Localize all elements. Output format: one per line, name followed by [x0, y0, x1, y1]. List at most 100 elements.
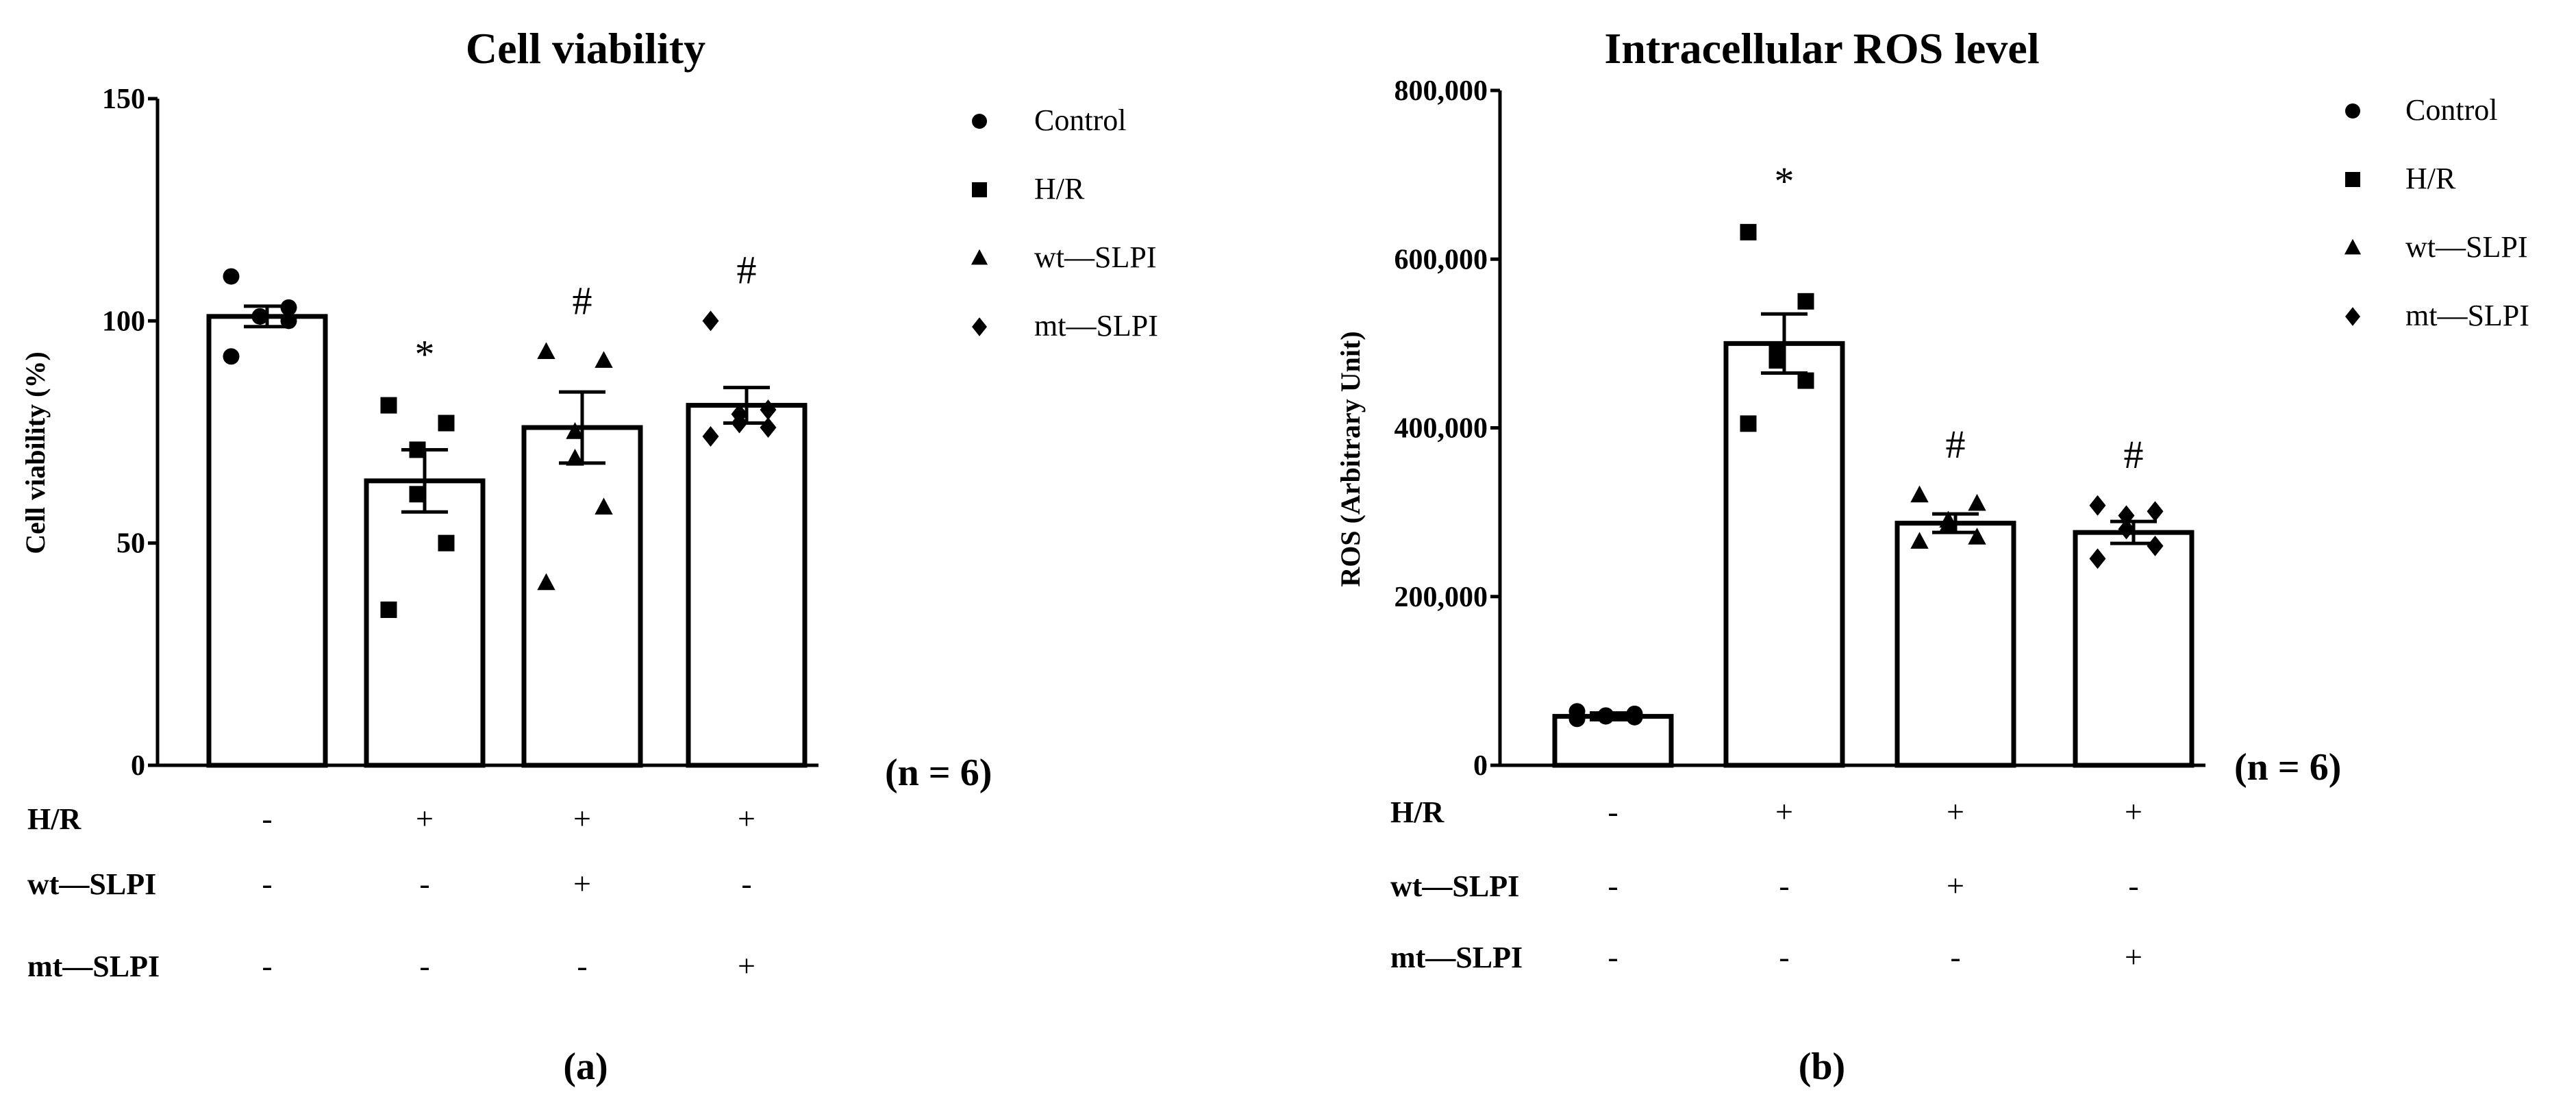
data-point	[731, 412, 748, 434]
condition-mark: +	[573, 866, 591, 901]
condition-mark: -	[419, 866, 429, 901]
condition-row-label: wt—SLPI	[1390, 869, 1519, 903]
significance-marker: #	[1946, 422, 1966, 467]
condition-row-label: H/R	[27, 802, 82, 836]
data-point	[1568, 710, 1586, 728]
condition-mark: -	[1779, 939, 1789, 974]
data-point	[251, 308, 268, 325]
data-point	[1797, 372, 1814, 389]
n-label: (n = 6)	[885, 752, 992, 794]
data-point	[566, 422, 584, 439]
condition-mark: -	[741, 866, 751, 901]
data-point	[1910, 532, 1929, 549]
significance-marker: *	[1775, 159, 1795, 203]
data-point	[1740, 223, 1757, 240]
panel-label: (b)	[1799, 1046, 1845, 1088]
legend-label: wt—SLPI	[2405, 230, 2527, 264]
condition-mark: +	[738, 948, 755, 983]
y-tick-label: 0	[1473, 750, 1488, 782]
data-point	[280, 312, 297, 330]
data-point	[566, 449, 584, 466]
data-point	[702, 425, 719, 447]
condition-mark: +	[1947, 794, 1964, 829]
legend-label: wt—SLPI	[1034, 240, 1156, 274]
legend-label: Control	[1034, 103, 1126, 137]
y-axis-label: ROS (Arbitrary Unit)	[1335, 331, 1366, 586]
significance-marker: #	[737, 247, 757, 292]
y-tick-label: 0	[131, 750, 145, 782]
significance-marker: #	[573, 279, 592, 323]
data-point	[1597, 708, 1614, 725]
y-tick-label: 100	[102, 306, 145, 337]
data-point	[1797, 293, 1814, 310]
data-point	[1968, 493, 1986, 511]
data-point	[760, 399, 777, 421]
significance-marker: *	[415, 332, 435, 377]
data-point	[2147, 501, 2164, 522]
condition-mark: +	[1775, 794, 1793, 829]
data-point	[537, 573, 555, 591]
data-point	[1768, 352, 1786, 369]
y-tick-label: 600,000	[1395, 244, 1488, 275]
panel-label: (a)	[563, 1046, 608, 1088]
data-point	[2089, 495, 2106, 516]
condition-mark: +	[573, 801, 591, 836]
condition-row-label: mt—SLPI	[27, 950, 160, 983]
bar	[2073, 530, 2194, 768]
condition-mark: -	[262, 801, 272, 836]
data-point	[537, 342, 555, 359]
y-tick-label: 800,000	[1395, 75, 1488, 107]
data-point	[409, 486, 426, 503]
n-label: (n = 6)	[2234, 746, 2341, 789]
y-tick-label: 50	[116, 528, 145, 560]
legend-marker	[972, 317, 987, 336]
condition-mark: -	[1950, 939, 1960, 974]
legend-marker	[2345, 307, 2360, 326]
condition-mark: -	[262, 948, 272, 983]
condition-mark: -	[1608, 868, 1618, 903]
data-point	[1968, 528, 1986, 545]
condition-mark: -	[262, 866, 272, 901]
panel-a: Cell viability Cell viability (%) (n = 6…	[20, 24, 1158, 1088]
condition-mark: -	[2128, 868, 2138, 903]
y-tick-label: 200,000	[1395, 582, 1488, 613]
legend-marker	[2345, 172, 2360, 187]
data-point	[2118, 519, 2135, 540]
legend-marker	[971, 249, 988, 265]
legend-label: mt—SLPI	[1034, 309, 1158, 343]
bar	[364, 478, 486, 768]
legend-label: mt—SLPI	[2405, 299, 2529, 332]
panel-b: Intracellular ROS level ROS (Arbitrary U…	[1335, 24, 2529, 1088]
data-point	[2118, 505, 2135, 526]
condition-mark: -	[577, 948, 587, 983]
legend-label: H/R	[1034, 172, 1085, 206]
bar	[1723, 341, 1845, 768]
condition-mark: -	[1779, 868, 1789, 903]
data-point	[760, 417, 777, 438]
data-point	[595, 497, 613, 515]
data-point	[1740, 415, 1757, 432]
condition-mark: +	[2125, 794, 2142, 829]
data-point	[223, 268, 240, 285]
legend-marker	[972, 114, 987, 129]
condition-row-label: mt—SLPI	[1390, 941, 1523, 974]
legend-marker	[2345, 103, 2360, 119]
data-point	[223, 348, 240, 365]
data-point	[280, 299, 297, 316]
data-point	[2147, 535, 2164, 556]
condition-row-label: H/R	[1390, 795, 1445, 829]
condition-row-label: wt—SLPI	[27, 867, 156, 901]
condition-mark: +	[738, 801, 755, 836]
y-axis-label: Cell viability (%)	[20, 351, 51, 554]
bar	[521, 425, 643, 768]
data-point	[380, 601, 397, 618]
data-point	[380, 397, 397, 414]
condition-mark: -	[1608, 939, 1618, 974]
condition-mark: +	[416, 801, 434, 836]
legend-label: Control	[2405, 93, 2497, 127]
y-tick-label: 150	[102, 84, 145, 115]
condition-mark: -	[419, 948, 429, 983]
legend-marker	[972, 182, 987, 197]
data-point	[702, 310, 719, 332]
